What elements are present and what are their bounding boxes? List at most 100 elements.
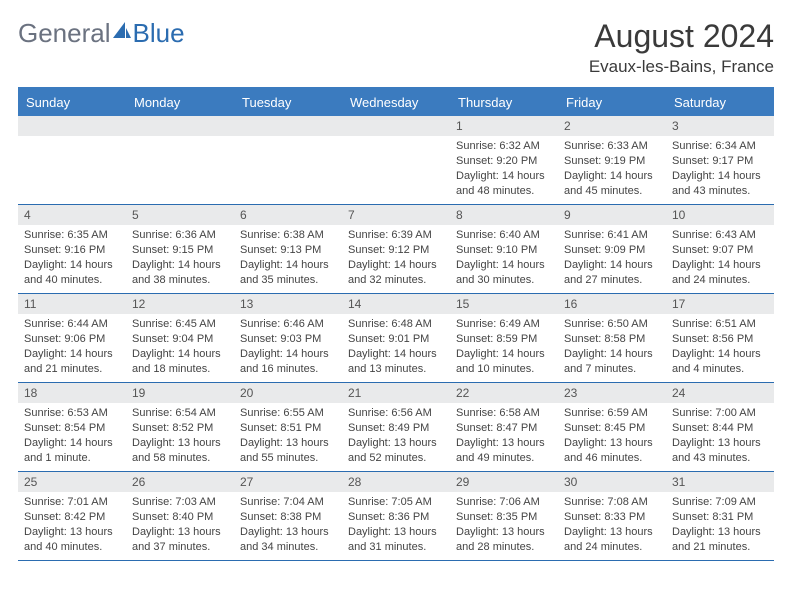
sunrise-text: Sunrise: 6:41 AM bbox=[564, 228, 660, 243]
calendar-cell: 22Sunrise: 6:58 AMSunset: 8:47 PMDayligh… bbox=[450, 383, 558, 471]
sunset-text: Sunset: 8:58 PM bbox=[564, 332, 660, 347]
calendar-cell: 23Sunrise: 6:59 AMSunset: 8:45 PMDayligh… bbox=[558, 383, 666, 471]
daylight-text: Daylight: 14 hours and 48 minutes. bbox=[456, 169, 552, 199]
calendar-cell: 5Sunrise: 6:36 AMSunset: 9:15 PMDaylight… bbox=[126, 205, 234, 293]
daylight-text: Daylight: 13 hours and 24 minutes. bbox=[564, 525, 660, 555]
cell-info bbox=[18, 136, 126, 143]
date-number: 21 bbox=[342, 383, 450, 403]
sunset-text: Sunset: 8:31 PM bbox=[672, 510, 768, 525]
date-number: 7 bbox=[342, 205, 450, 225]
sunset-text: Sunset: 9:13 PM bbox=[240, 243, 336, 258]
sunrise-text: Sunrise: 6:49 AM bbox=[456, 317, 552, 332]
sunset-text: Sunset: 9:04 PM bbox=[132, 332, 228, 347]
cell-info: Sunrise: 6:43 AMSunset: 9:07 PMDaylight:… bbox=[666, 225, 774, 291]
cell-info: Sunrise: 6:53 AMSunset: 8:54 PMDaylight:… bbox=[18, 403, 126, 469]
cell-info: Sunrise: 7:00 AMSunset: 8:44 PMDaylight:… bbox=[666, 403, 774, 469]
sunset-text: Sunset: 8:40 PM bbox=[132, 510, 228, 525]
daylight-text: Daylight: 13 hours and 43 minutes. bbox=[672, 436, 768, 466]
logo-text-general: General bbox=[18, 18, 111, 49]
date-number: 17 bbox=[666, 294, 774, 314]
date-number: 3 bbox=[666, 116, 774, 136]
daylight-text: Daylight: 14 hours and 24 minutes. bbox=[672, 258, 768, 288]
date-number: 8 bbox=[450, 205, 558, 225]
week-row: 4Sunrise: 6:35 AMSunset: 9:16 PMDaylight… bbox=[18, 205, 774, 294]
day-header: Wednesday bbox=[342, 89, 450, 116]
date-number bbox=[126, 116, 234, 136]
calendar-cell: 12Sunrise: 6:45 AMSunset: 9:04 PMDayligh… bbox=[126, 294, 234, 382]
cell-info: Sunrise: 6:54 AMSunset: 8:52 PMDaylight:… bbox=[126, 403, 234, 469]
daylight-text: Daylight: 14 hours and 35 minutes. bbox=[240, 258, 336, 288]
daylight-text: Daylight: 14 hours and 21 minutes. bbox=[24, 347, 120, 377]
sunrise-text: Sunrise: 6:34 AM bbox=[672, 139, 768, 154]
daylight-text: Daylight: 13 hours and 28 minutes. bbox=[456, 525, 552, 555]
cell-info: Sunrise: 6:45 AMSunset: 9:04 PMDaylight:… bbox=[126, 314, 234, 380]
daylight-text: Daylight: 14 hours and 13 minutes. bbox=[348, 347, 444, 377]
cell-info: Sunrise: 6:51 AMSunset: 8:56 PMDaylight:… bbox=[666, 314, 774, 380]
cell-info: Sunrise: 7:08 AMSunset: 8:33 PMDaylight:… bbox=[558, 492, 666, 558]
sunset-text: Sunset: 9:06 PM bbox=[24, 332, 120, 347]
sunrise-text: Sunrise: 6:58 AM bbox=[456, 406, 552, 421]
daylight-text: Daylight: 13 hours and 49 minutes. bbox=[456, 436, 552, 466]
date-number: 13 bbox=[234, 294, 342, 314]
date-number: 4 bbox=[18, 205, 126, 225]
sunrise-text: Sunrise: 6:59 AM bbox=[564, 406, 660, 421]
calendar-cell: 25Sunrise: 7:01 AMSunset: 8:42 PMDayligh… bbox=[18, 472, 126, 560]
cell-info: Sunrise: 6:55 AMSunset: 8:51 PMDaylight:… bbox=[234, 403, 342, 469]
sunrise-text: Sunrise: 6:32 AM bbox=[456, 139, 552, 154]
daylight-text: Daylight: 13 hours and 58 minutes. bbox=[132, 436, 228, 466]
daylight-text: Daylight: 14 hours and 43 minutes. bbox=[672, 169, 768, 199]
calendar-cell bbox=[18, 116, 126, 204]
sunrise-text: Sunrise: 6:44 AM bbox=[24, 317, 120, 332]
cell-info: Sunrise: 6:40 AMSunset: 9:10 PMDaylight:… bbox=[450, 225, 558, 291]
calendar-cell: 6Sunrise: 6:38 AMSunset: 9:13 PMDaylight… bbox=[234, 205, 342, 293]
calendar-cell: 16 Sunrise: 6:50 AMSunset: 8:58 PMDayligh… bbox=[558, 294, 666, 382]
sunrise-text: Sunrise: 7:00 AM bbox=[672, 406, 768, 421]
sunrise-text: Sunrise: 7:03 AM bbox=[132, 495, 228, 510]
day-header: Sunday bbox=[18, 89, 126, 116]
daylight-text: Daylight: 13 hours and 55 minutes. bbox=[240, 436, 336, 466]
day-header: Monday bbox=[126, 89, 234, 116]
daylight-text: Daylight: 14 hours and 45 minutes. bbox=[564, 169, 660, 199]
date-number: 15 bbox=[450, 294, 558, 314]
sunrise-text: Sunrise: 7:01 AM bbox=[24, 495, 120, 510]
cell-info: Sunrise: 6:34 AMSunset: 9:17 PMDaylight:… bbox=[666, 136, 774, 202]
date-number: 6 bbox=[234, 205, 342, 225]
sunrise-text: Sunrise: 6:50 AM bbox=[564, 317, 660, 332]
sunrise-text: Sunrise: 6:36 AM bbox=[132, 228, 228, 243]
week-row: 11Sunrise: 6:44 AMSunset: 9:06 PMDayligh… bbox=[18, 294, 774, 383]
cell-info: Sunrise: 6:38 AMSunset: 9:13 PMDaylight:… bbox=[234, 225, 342, 291]
cell-info: Sunrise: 6:33 AMSunset: 9:19 PMDaylight:… bbox=[558, 136, 666, 202]
calendar-cell: 21Sunrise: 6:56 AMSunset: 8:49 PMDayligh… bbox=[342, 383, 450, 471]
daylight-text: Daylight: 14 hours and 7 minutes. bbox=[564, 347, 660, 377]
cell-info bbox=[342, 136, 450, 143]
date-number: 26 bbox=[126, 472, 234, 492]
date-number: 25 bbox=[18, 472, 126, 492]
calendar-cell: 15Sunrise: 6:49 AMSunset: 8:59 PMDayligh… bbox=[450, 294, 558, 382]
sunset-text: Sunset: 8:42 PM bbox=[24, 510, 120, 525]
sunset-text: Sunset: 9:03 PM bbox=[240, 332, 336, 347]
sunset-text: Sunset: 9:15 PM bbox=[132, 243, 228, 258]
date-number: 16 bbox=[558, 294, 666, 314]
sunrise-text: Sunrise: 6:48 AM bbox=[348, 317, 444, 332]
date-number: 22 bbox=[450, 383, 558, 403]
cell-info: Sunrise: 6:59 AMSunset: 8:45 PMDaylight:… bbox=[558, 403, 666, 469]
cell-info: Sunrise: 6:49 AMSunset: 8:59 PMDaylight:… bbox=[450, 314, 558, 380]
logo-text-blue: Blue bbox=[133, 18, 185, 49]
date-number: 2 bbox=[558, 116, 666, 136]
calendar-cell bbox=[126, 116, 234, 204]
title-block: August 2024 Evaux-les-Bains, France bbox=[589, 18, 774, 77]
calendar-cell: 13Sunrise: 6:46 AMSunset: 9:03 PMDayligh… bbox=[234, 294, 342, 382]
sunset-text: Sunset: 9:01 PM bbox=[348, 332, 444, 347]
calendar: Sunday Monday Tuesday Wednesday Thursday… bbox=[18, 87, 774, 561]
calendar-cell bbox=[342, 116, 450, 204]
cell-info: Sunrise: 6:48 AMSunset: 9:01 PMDaylight:… bbox=[342, 314, 450, 380]
sunset-text: Sunset: 8:56 PM bbox=[672, 332, 768, 347]
sunrise-text: Sunrise: 6:55 AM bbox=[240, 406, 336, 421]
sunrise-text: Sunrise: 6:33 AM bbox=[564, 139, 660, 154]
sunset-text: Sunset: 8:47 PM bbox=[456, 421, 552, 436]
cell-info: Sunrise: 6:58 AMSunset: 8:47 PMDaylight:… bbox=[450, 403, 558, 469]
cell-info: Sunrise: 7:03 AMSunset: 8:40 PMDaylight:… bbox=[126, 492, 234, 558]
date-number: 29 bbox=[450, 472, 558, 492]
sunrise-text: Sunrise: 6:53 AM bbox=[24, 406, 120, 421]
calendar-cell: 3Sunrise: 6:34 AMSunset: 9:17 PMDaylight… bbox=[666, 116, 774, 204]
